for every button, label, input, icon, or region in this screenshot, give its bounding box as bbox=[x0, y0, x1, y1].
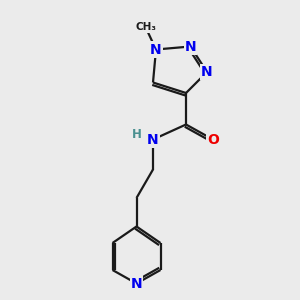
Text: N: N bbox=[131, 277, 142, 290]
Text: H: H bbox=[132, 128, 141, 142]
Text: N: N bbox=[150, 43, 162, 56]
Text: O: O bbox=[207, 133, 219, 146]
Text: N: N bbox=[147, 133, 159, 146]
Text: CH₃: CH₃ bbox=[135, 22, 156, 32]
Text: N: N bbox=[185, 40, 196, 53]
Text: N: N bbox=[201, 65, 213, 79]
